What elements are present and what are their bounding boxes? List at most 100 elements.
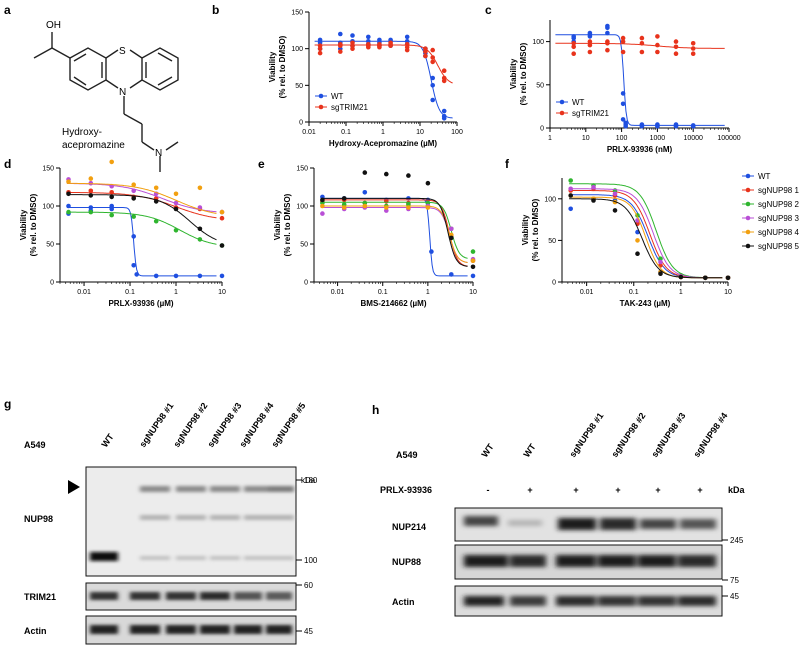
data-point bbox=[423, 49, 428, 54]
data-point bbox=[88, 209, 94, 215]
y-axis-label: (% rel. to DMSO) bbox=[531, 198, 540, 261]
data-point bbox=[587, 39, 593, 44]
x-tick-label: 10 bbox=[582, 135, 590, 142]
data-point bbox=[173, 206, 179, 212]
fit-curve bbox=[66, 194, 217, 241]
blot-h-marker-245: 245 bbox=[730, 536, 744, 545]
data-point bbox=[571, 34, 576, 39]
data-point bbox=[430, 59, 436, 65]
data-point bbox=[655, 42, 660, 48]
blot-g-kda-label: kDa bbox=[301, 476, 316, 485]
y-tick-label: 100 bbox=[544, 196, 556, 203]
data-point bbox=[88, 188, 94, 194]
data-point bbox=[219, 215, 225, 221]
legend-marker bbox=[318, 93, 324, 99]
x-tick-label: 100000 bbox=[717, 135, 740, 142]
y-tick-label: 150 bbox=[296, 166, 308, 173]
lane-label: sgNUP98 #3 bbox=[649, 411, 687, 459]
data-point bbox=[430, 83, 436, 88]
lane-label: WT bbox=[479, 442, 496, 460]
data-point bbox=[423, 53, 428, 59]
data-point bbox=[568, 178, 573, 183]
y-tick-label: 0 bbox=[304, 280, 308, 287]
x-axis-label: Hydroxy-Acepromazine (µM) bbox=[329, 139, 438, 148]
legend-marker bbox=[745, 187, 751, 193]
data-point bbox=[605, 30, 610, 36]
data-point bbox=[673, 44, 679, 50]
data-point bbox=[317, 46, 323, 51]
x-tick-label: 10 bbox=[469, 289, 477, 296]
data-point bbox=[470, 249, 476, 254]
data-point bbox=[406, 173, 411, 178]
blot-g-row-nup98: NUP98 bbox=[24, 514, 53, 524]
data-point bbox=[109, 212, 114, 218]
legend-entry: sgNUP98 3 bbox=[758, 214, 799, 223]
data-point bbox=[620, 117, 626, 122]
blot-g-nup98-bands bbox=[90, 486, 294, 561]
legend-entry: WT bbox=[758, 172, 771, 181]
data-point bbox=[88, 193, 94, 198]
data-point bbox=[612, 191, 618, 197]
legend-marker bbox=[745, 173, 751, 179]
fit-curve bbox=[314, 40, 453, 119]
x-tick-label: 1 bbox=[426, 289, 430, 296]
data-point bbox=[66, 203, 71, 209]
legend-panel-f: WT sgNUP98 1 sgNUP98 2 sgNUP98 3 sgNUP98 4 sg… bbox=[742, 172, 799, 251]
data-point bbox=[605, 41, 610, 46]
data-point bbox=[587, 42, 593, 48]
data-point bbox=[655, 34, 660, 39]
data-point bbox=[320, 197, 325, 203]
data-point bbox=[219, 209, 225, 215]
y-tick-label: 150 bbox=[291, 10, 303, 17]
blot-h-marker-45: 45 bbox=[730, 592, 739, 601]
data-point bbox=[639, 35, 645, 41]
data-point bbox=[384, 199, 389, 204]
x-tick-label: 0.01 bbox=[77, 289, 91, 296]
data-point bbox=[678, 274, 684, 280]
data-point bbox=[635, 238, 640, 243]
x-tick-label: 0.1 bbox=[341, 129, 351, 136]
x-tick-label: 0.01 bbox=[302, 129, 316, 136]
legend-entry: sgTRIM21 bbox=[572, 109, 609, 118]
data-point bbox=[66, 179, 71, 184]
data-point bbox=[66, 191, 71, 197]
data-point bbox=[153, 199, 159, 204]
data-point bbox=[449, 235, 454, 241]
fit-curve bbox=[320, 201, 468, 259]
data-point bbox=[109, 159, 114, 165]
data-point bbox=[441, 116, 447, 121]
x-tick-label: 10 bbox=[218, 289, 226, 296]
data-point bbox=[620, 101, 626, 107]
legend-marker bbox=[559, 99, 565, 105]
data-point bbox=[131, 188, 136, 194]
data-point bbox=[173, 228, 179, 233]
panel-a-label: a bbox=[4, 3, 11, 17]
fit-curve bbox=[320, 205, 468, 263]
blot-g-row-trim21: TRIM21 bbox=[24, 592, 56, 602]
data-point bbox=[605, 47, 610, 53]
panel-d-label: d bbox=[4, 157, 11, 171]
data-point bbox=[197, 185, 203, 191]
blot-g-trim21-bands bbox=[90, 592, 292, 600]
data-point bbox=[384, 171, 389, 177]
blot-h-lane-labels: WT WT sgNUP98 #1 sgNUP98 #2 sgNUP98 #3 sgNUP9… bbox=[479, 411, 729, 459]
y-axis-label: Viability bbox=[509, 58, 518, 89]
lane-label: WT bbox=[99, 432, 116, 450]
data-point bbox=[109, 194, 114, 200]
x-tick-label: 0.1 bbox=[629, 289, 639, 296]
data-point bbox=[673, 51, 679, 56]
data-point bbox=[350, 46, 355, 51]
fit-curve bbox=[66, 182, 217, 214]
y-tick-label: 0 bbox=[299, 120, 303, 127]
fit-curve bbox=[314, 44, 453, 84]
y-tick-label: 150 bbox=[42, 166, 54, 173]
lane-label: sgNUP98 #1 bbox=[137, 401, 175, 449]
data-point bbox=[639, 41, 645, 46]
data-point bbox=[639, 49, 645, 55]
data-point bbox=[591, 198, 596, 203]
data-point bbox=[635, 251, 640, 256]
data-point bbox=[568, 193, 573, 198]
